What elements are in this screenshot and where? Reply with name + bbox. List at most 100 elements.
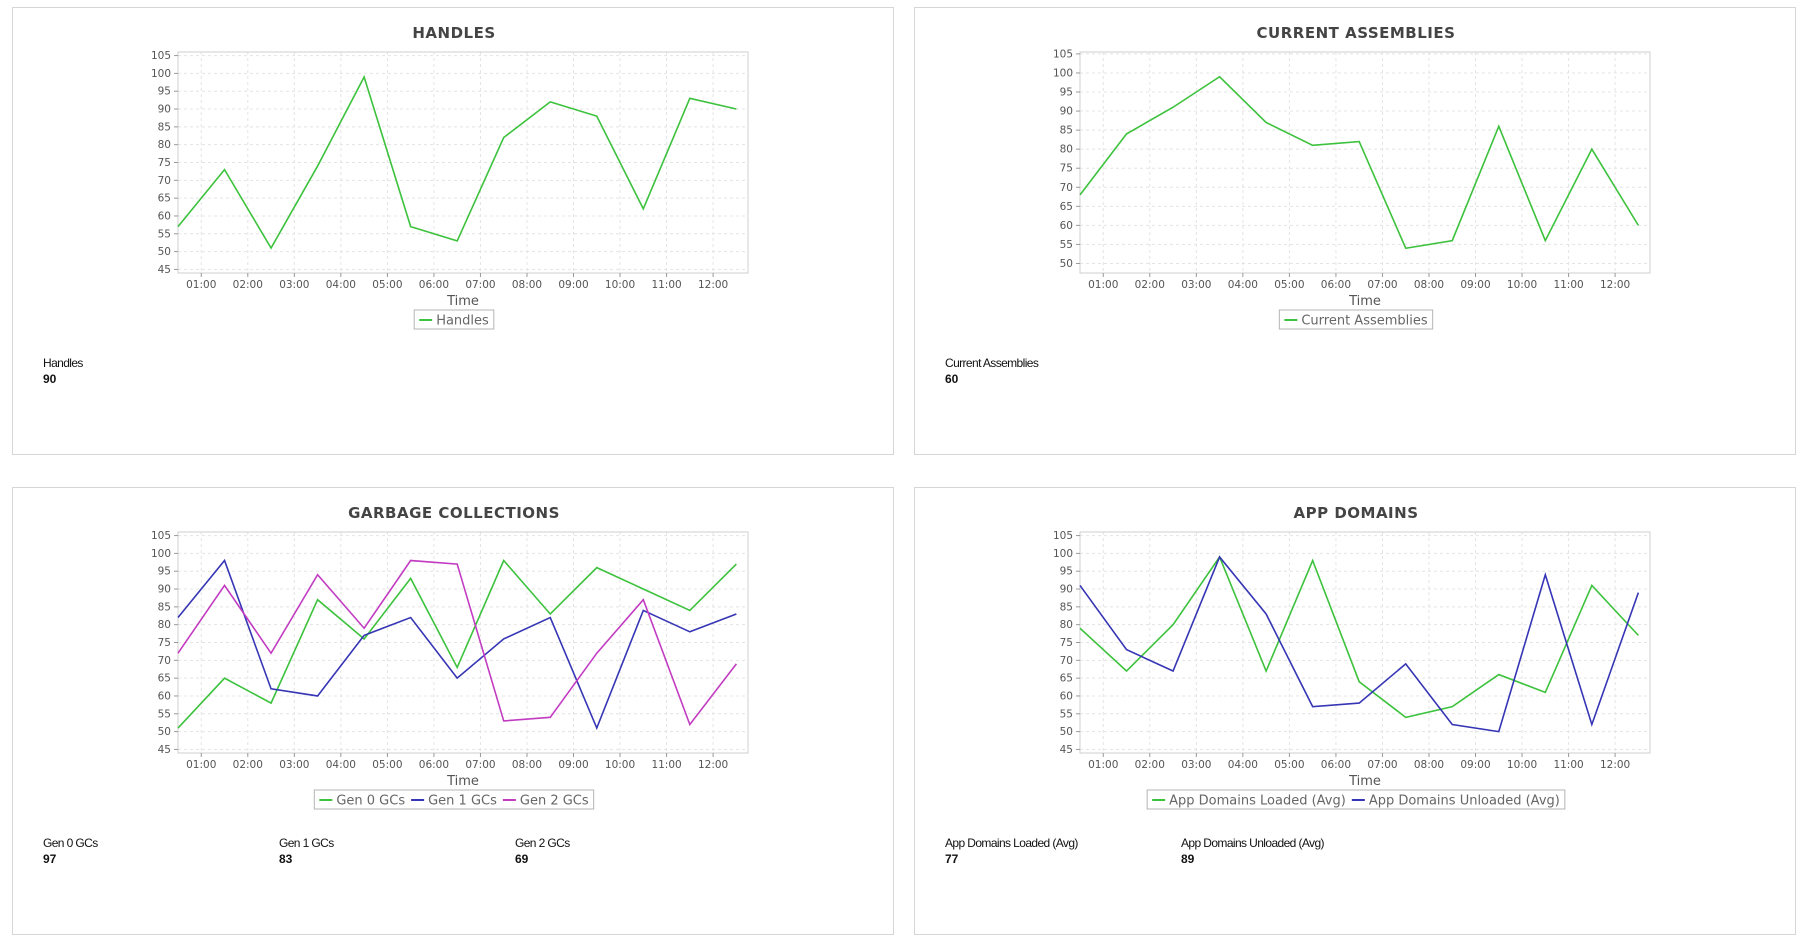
y-tick-label: 90: [1060, 106, 1073, 118]
x-tick-label: 06:00: [1321, 759, 1351, 771]
current-assemblies-panel: CURRENT ASSEMBLIES 50 55 60 65 70 75 80 85 90 95 10…: [914, 7, 1796, 455]
series-line-app-domains-loaded-avg: [1079, 555, 1639, 719]
x-tick-label: 01:00: [1088, 759, 1118, 771]
handles-chart: HANDLES 45 50 55 60 65 70 75 80 85 90 95 100 105 01:00…: [151, 24, 749, 330]
x-tick-label: 02:00: [1135, 759, 1165, 771]
grid: [1080, 532, 1650, 753]
y-tick-label: 50: [158, 246, 171, 258]
x-tick-label: 10:00: [1507, 759, 1537, 771]
stat-label: Gen 0 GCs: [43, 836, 98, 850]
x-tick-label: 08:00: [512, 759, 542, 771]
garbage-collections-chart: GARBAGE COLLECTIONS 45 50 55 60 65 70 75 80 85 90 9…: [151, 504, 749, 810]
legend-label: Handles: [436, 314, 489, 329]
x-tick-label: 03:00: [279, 759, 309, 771]
stat-gen-0-gcs: Gen 0 GCs 97: [43, 836, 98, 867]
series-line-gen-2-gcs: [177, 559, 738, 727]
stat-label: Gen 1 GCs: [279, 836, 334, 850]
y-tick-label: 70: [1060, 655, 1073, 667]
x-tick-label: 01:00: [1088, 279, 1118, 291]
x-tick-label: 07:00: [1367, 279, 1397, 291]
series-line-gen-0-gcs: [177, 559, 737, 729]
legend-box: [313, 789, 595, 810]
x-tick-label: 02:00: [233, 759, 263, 771]
y-tick-label: 45: [1060, 744, 1073, 756]
x-tick-label: 04:00: [326, 279, 356, 291]
y-tick-label: 105: [151, 50, 171, 62]
stat-gen-1-gcs: Gen 1 GCs 83: [279, 836, 334, 867]
y-tick-label: 65: [158, 193, 171, 205]
x-tick-label: 10:00: [605, 279, 635, 291]
x-tick-label: 12:00: [1600, 279, 1630, 291]
x-tick-label: 04:00: [1228, 759, 1258, 771]
x-tick-label: 08:00: [512, 279, 542, 291]
x-tick-label: 10:00: [605, 759, 635, 771]
x-tick-label: 01:00: [186, 759, 216, 771]
y-tick-label: 100: [1053, 67, 1073, 79]
legend-label: Gen 1 GCs: [428, 794, 497, 809]
stat-label: Current Assemblies: [945, 356, 1039, 370]
y-tick-label: 105: [1053, 530, 1073, 542]
y-tick-label: 65: [158, 673, 171, 685]
x-tick-label: 05:00: [372, 759, 402, 771]
stat-label: Handles: [43, 356, 83, 370]
stat-app-domains-unloaded-avg: App Domains Unloaded (Avg) 89: [1181, 836, 1325, 867]
legend-label: Current Assemblies: [1301, 314, 1428, 329]
y-tick-label: 100: [151, 548, 171, 560]
grid: [178, 532, 748, 753]
y-tick-label: 60: [158, 690, 171, 702]
x-tick-label: 02:00: [1135, 279, 1165, 291]
y-tick-label: 90: [1060, 584, 1073, 596]
y-tick-label: 45: [158, 744, 171, 756]
x-tick-label: 03:00: [279, 279, 309, 291]
legend-label: Gen 2 GCs: [520, 794, 589, 809]
x-tick-label: 08:00: [1414, 759, 1444, 771]
stat-handles: Handles 90: [43, 356, 83, 387]
plot-frame: [1079, 51, 1651, 274]
x-tick-label: 03:00: [1181, 759, 1211, 771]
chart-title: GARBAGE COLLECTIONS: [348, 504, 560, 522]
series-line-gen-1-gcs: [177, 558, 737, 731]
series-line-handles: [177, 74, 737, 250]
x-tick-label: 12:00: [1600, 759, 1630, 771]
stat-current-assemblies: Current Assemblies 60: [945, 356, 1039, 387]
x-tick-label: 06:00: [419, 759, 449, 771]
x-tick-label: 12:00: [698, 279, 728, 291]
y-tick-label: 85: [1060, 125, 1073, 137]
legend: App Domains Loaded (Avg) App Domains Unlo…: [1146, 789, 1566, 810]
y-tick-label: 70: [158, 655, 171, 667]
x-tick-label: 08:00: [1414, 279, 1444, 291]
y-tick-label: 70: [1060, 182, 1073, 194]
x-tick-label: 09:00: [1460, 279, 1490, 291]
y-tick-label: 80: [1060, 144, 1073, 156]
stat-value: 97: [43, 852, 57, 866]
stat-app-domains-loaded-avg: App Domains Loaded (Avg) 77: [945, 836, 1078, 867]
stat-value: 69: [515, 852, 529, 866]
current-assemblies-chart: CURRENT ASSEMBLIES 50 55 60 65 70 75 80 85 90 95 10…: [1053, 24, 1651, 330]
stat-value: 60: [945, 372, 959, 386]
y-tick-label: 95: [1060, 566, 1073, 578]
legend-label: App Domains Unloaded (Avg): [1369, 794, 1560, 809]
y-tick-label: 90: [158, 584, 171, 596]
y-tick-label: 65: [1060, 673, 1073, 685]
x-tick-label: 05:00: [1274, 279, 1304, 291]
y-tick-label: 75: [158, 157, 171, 169]
grid: [178, 52, 748, 273]
chart-title: APP DOMAINS: [1294, 504, 1419, 522]
stat-value: 77: [945, 852, 959, 866]
x-tick-label: 11:00: [651, 279, 681, 291]
x-tick-label: 05:00: [372, 279, 402, 291]
x-axis-label: Time: [1348, 774, 1381, 789]
x-tick-label: 07:00: [1367, 759, 1397, 771]
x-axis-label: Time: [1348, 294, 1381, 309]
y-tick-label: 55: [1060, 239, 1073, 251]
x-tick-label: 02:00: [233, 279, 263, 291]
app-domains-panel: APP DOMAINS 45 50 55 60 65 70 75 80 85 90 95 100 105 0…: [914, 487, 1796, 935]
y-tick-label: 100: [1053, 548, 1073, 560]
y-tick-label: 60: [1060, 220, 1073, 232]
x-tick-label: 11:00: [651, 759, 681, 771]
handles-panel: HANDLES 45 50 55 60 65 70 75 80 85 90 95 100 105 01:00…: [12, 7, 894, 455]
y-tick-label: 60: [1060, 690, 1073, 702]
x-tick-label: 04:00: [326, 759, 356, 771]
legend-box: [413, 309, 495, 330]
y-tick-label: 85: [158, 601, 171, 613]
